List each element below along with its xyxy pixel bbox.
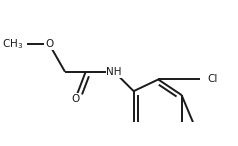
Text: CH₃: CH₃ <box>4 39 24 49</box>
Text: O: O <box>45 39 54 49</box>
Text: Cl: Cl <box>208 74 218 85</box>
Text: NH: NH <box>106 67 122 77</box>
Text: $\mathregular{CH_3}$: $\mathregular{CH_3}$ <box>2 38 24 51</box>
Text: O: O <box>71 94 79 104</box>
